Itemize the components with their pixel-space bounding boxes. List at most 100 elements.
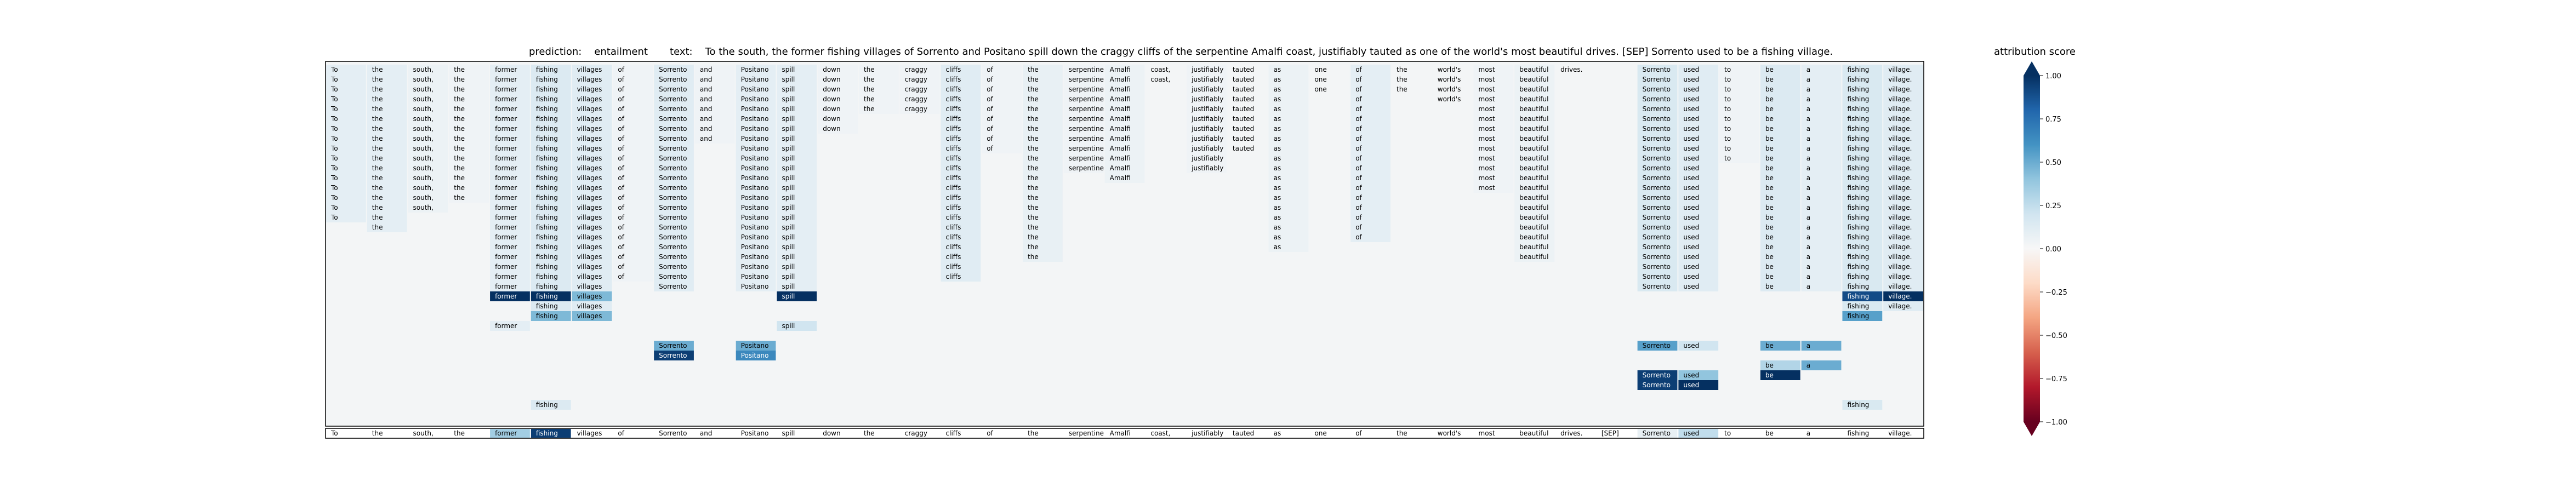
heatmap-token: the <box>1028 253 1039 261</box>
heatmap-token: former <box>495 233 517 241</box>
heatmap-token: down <box>823 95 840 103</box>
heatmap-token: Positano <box>741 184 769 192</box>
heatmap-cell <box>1760 134 1800 144</box>
heatmap-token: serpentine <box>1069 95 1104 103</box>
heatmap-token: former <box>495 273 517 280</box>
heatmap-cell <box>1268 94 1309 104</box>
heatmap-token: beautiful <box>1519 164 1548 172</box>
heatmap-cell <box>1760 84 1800 94</box>
heatmap-cell <box>1719 74 1759 84</box>
heatmap-token: most <box>1479 85 1495 93</box>
heatmap-cell <box>1719 94 1759 104</box>
heatmap-cell <box>1350 173 1390 183</box>
heatmap-token: village. <box>1888 95 1912 103</box>
heatmap-token: Sorrento <box>659 95 687 103</box>
heatmap-cell <box>613 213 653 222</box>
heatmap-cell <box>1678 222 1719 232</box>
heatmap-token: former <box>495 293 517 300</box>
heatmap-token: tauted <box>1233 105 1254 113</box>
heatmap-cell <box>777 321 817 331</box>
heatmap-token: villages <box>577 273 602 280</box>
heatmap-token: of <box>1355 145 1362 152</box>
colorbar-title: attribution score <box>1994 46 2076 58</box>
heatmap-cell <box>1678 232 1719 242</box>
heatmap-cell <box>490 114 530 124</box>
heatmap-token: fishing <box>536 76 558 83</box>
heatmap-cell <box>1842 232 1883 242</box>
heatmap-token: the <box>372 204 383 211</box>
heatmap-token: villages <box>577 66 602 73</box>
heatmap-cell <box>1187 84 1227 94</box>
heatmap-cell <box>1637 380 1678 390</box>
heatmap-token: beautiful <box>1519 243 1548 251</box>
heatmap-token: the <box>372 184 383 192</box>
heatmap-token: Amalfi <box>1110 174 1131 182</box>
heatmap-cell <box>1473 114 1514 124</box>
heatmap-cell <box>777 114 817 124</box>
heatmap-token: cliffs <box>946 184 961 192</box>
heatmap-token: Amalfi <box>1110 125 1131 133</box>
heatmap-token: cliffs <box>946 263 961 271</box>
heatmap-token: of <box>618 95 624 103</box>
heatmap-cell <box>572 311 612 321</box>
heatmap-cell <box>1801 232 1842 242</box>
heatmap-token: Positano <box>741 342 769 349</box>
heatmap-token: one <box>1314 76 1326 83</box>
heatmap-token: the <box>372 145 383 152</box>
heatmap-token: Sorrento <box>659 233 687 241</box>
heatmap-token: spill <box>782 145 795 152</box>
heatmap-token: fishing <box>536 253 558 261</box>
heatmap-token: south, <box>413 174 434 182</box>
heatmap-cell <box>572 65 612 74</box>
heatmap-token: To <box>330 154 338 162</box>
heatmap-cell <box>941 252 981 262</box>
heatmap-cell <box>982 134 1022 144</box>
heatmap-cell <box>1350 153 1390 163</box>
heatmap-cell <box>1801 193 1842 203</box>
heatmap-token: as <box>1274 184 1281 192</box>
heatmap-cell <box>654 262 694 272</box>
heatmap-cell <box>859 65 899 74</box>
prediction-label: prediction: <box>529 46 582 58</box>
heatmap-token: Positano <box>741 233 769 241</box>
heatmap-cell <box>1063 74 1104 84</box>
heatmap-cell <box>818 114 858 124</box>
heatmap-cell <box>1023 203 1063 213</box>
heatmap-token: tauted <box>1233 135 1254 142</box>
heatmap-token: the <box>454 105 465 113</box>
heatmap-cell <box>408 193 448 203</box>
colorbar-gradient <box>2024 76 2040 422</box>
prediction-value: entailment <box>594 46 648 58</box>
heatmap-cell <box>1637 203 1678 213</box>
heatmap-token: of <box>618 154 624 162</box>
heatmap-cell <box>1883 291 1923 301</box>
heatmap-token: serpentine <box>1069 105 1104 113</box>
heatmap-cell <box>613 183 653 193</box>
heatmap-cell <box>654 104 694 114</box>
heatmap-cell <box>1514 173 1555 183</box>
heatmap-cell <box>982 74 1022 84</box>
heatmap-cell <box>1760 203 1800 213</box>
heatmap-cell <box>1268 222 1309 232</box>
heatmap-cell <box>1678 104 1719 114</box>
heatmap-token: fishing <box>1847 164 1869 172</box>
heatmap-token: village. <box>1888 253 1912 261</box>
heatmap-token: fishing <box>536 293 558 300</box>
heatmap-cell <box>982 94 1022 104</box>
heatmap-cell <box>694 134 735 144</box>
heatmap-cell <box>572 222 612 232</box>
heatmap-token: former <box>495 95 517 103</box>
heatmap-cell <box>1678 134 1719 144</box>
heatmap-token: of <box>618 66 624 73</box>
heatmap-token: Sorrento <box>1643 125 1671 133</box>
heatmap-token: cliffs <box>946 135 961 142</box>
heatmap-cell <box>367 222 407 232</box>
heatmap-token: former <box>495 164 517 172</box>
heatmap-token: fishing <box>1847 184 1869 192</box>
heatmap-cell <box>490 282 530 291</box>
heatmap-cell <box>777 94 817 104</box>
heatmap-token: Positano <box>741 145 769 152</box>
heatmap-cell <box>1678 94 1719 104</box>
token-row-label: of <box>618 429 624 437</box>
heatmap-cell <box>572 163 612 173</box>
